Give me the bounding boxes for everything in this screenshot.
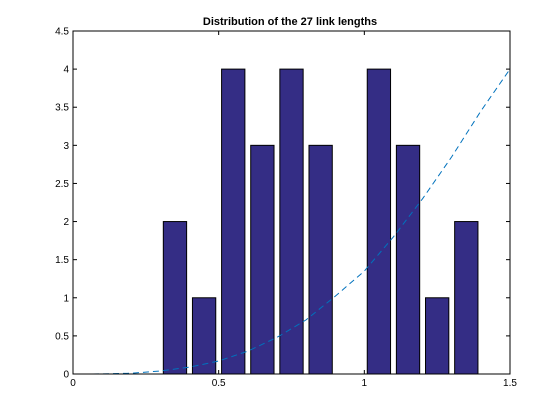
bar-8: [395, 144, 421, 375]
bar-5: [308, 144, 333, 375]
bars-layer: [162, 68, 479, 375]
y-tick-label-2: 1: [63, 293, 69, 304]
y-tick-label-9: 4.5: [55, 27, 69, 38]
y-tick-label-7: 3.5: [55, 103, 69, 114]
y-tick-label-1: 0.5: [55, 331, 69, 342]
y-tick-label-8: 4: [63, 65, 69, 76]
y-tick-label-0: 0: [63, 370, 69, 381]
y-tick-label-3: 1.5: [55, 255, 69, 266]
bar-9: [425, 297, 450, 375]
bar-2: [221, 68, 246, 375]
plot-frame: [72, 30, 511, 375]
y-tick-label-4: 2: [63, 217, 69, 228]
bar-10: [454, 221, 479, 375]
curve-layer: [72, 68, 511, 375]
ticks-layer: 0 0.5 1 1.5 0 0.5 1 1.5 2 2.5 3 3.5 4 4.5: [55, 27, 517, 390]
x-tick-label-0: 0: [70, 378, 76, 389]
y-tick-label-5: 2.5: [55, 179, 69, 190]
y-tick-label-6: 3: [63, 141, 69, 152]
bar-0: [162, 221, 188, 375]
x-tick-label-1: 0.5: [212, 378, 226, 389]
bar-4: [279, 68, 304, 375]
chart-title: Distribution of the 27 link lengths: [203, 16, 377, 28]
x-tick-label-2: 1: [362, 378, 368, 389]
trend-curve: [72, 68, 511, 375]
x-tick-label-3: 1.5: [503, 378, 517, 389]
bar-3: [250, 144, 275, 375]
bar-7: [366, 68, 392, 375]
